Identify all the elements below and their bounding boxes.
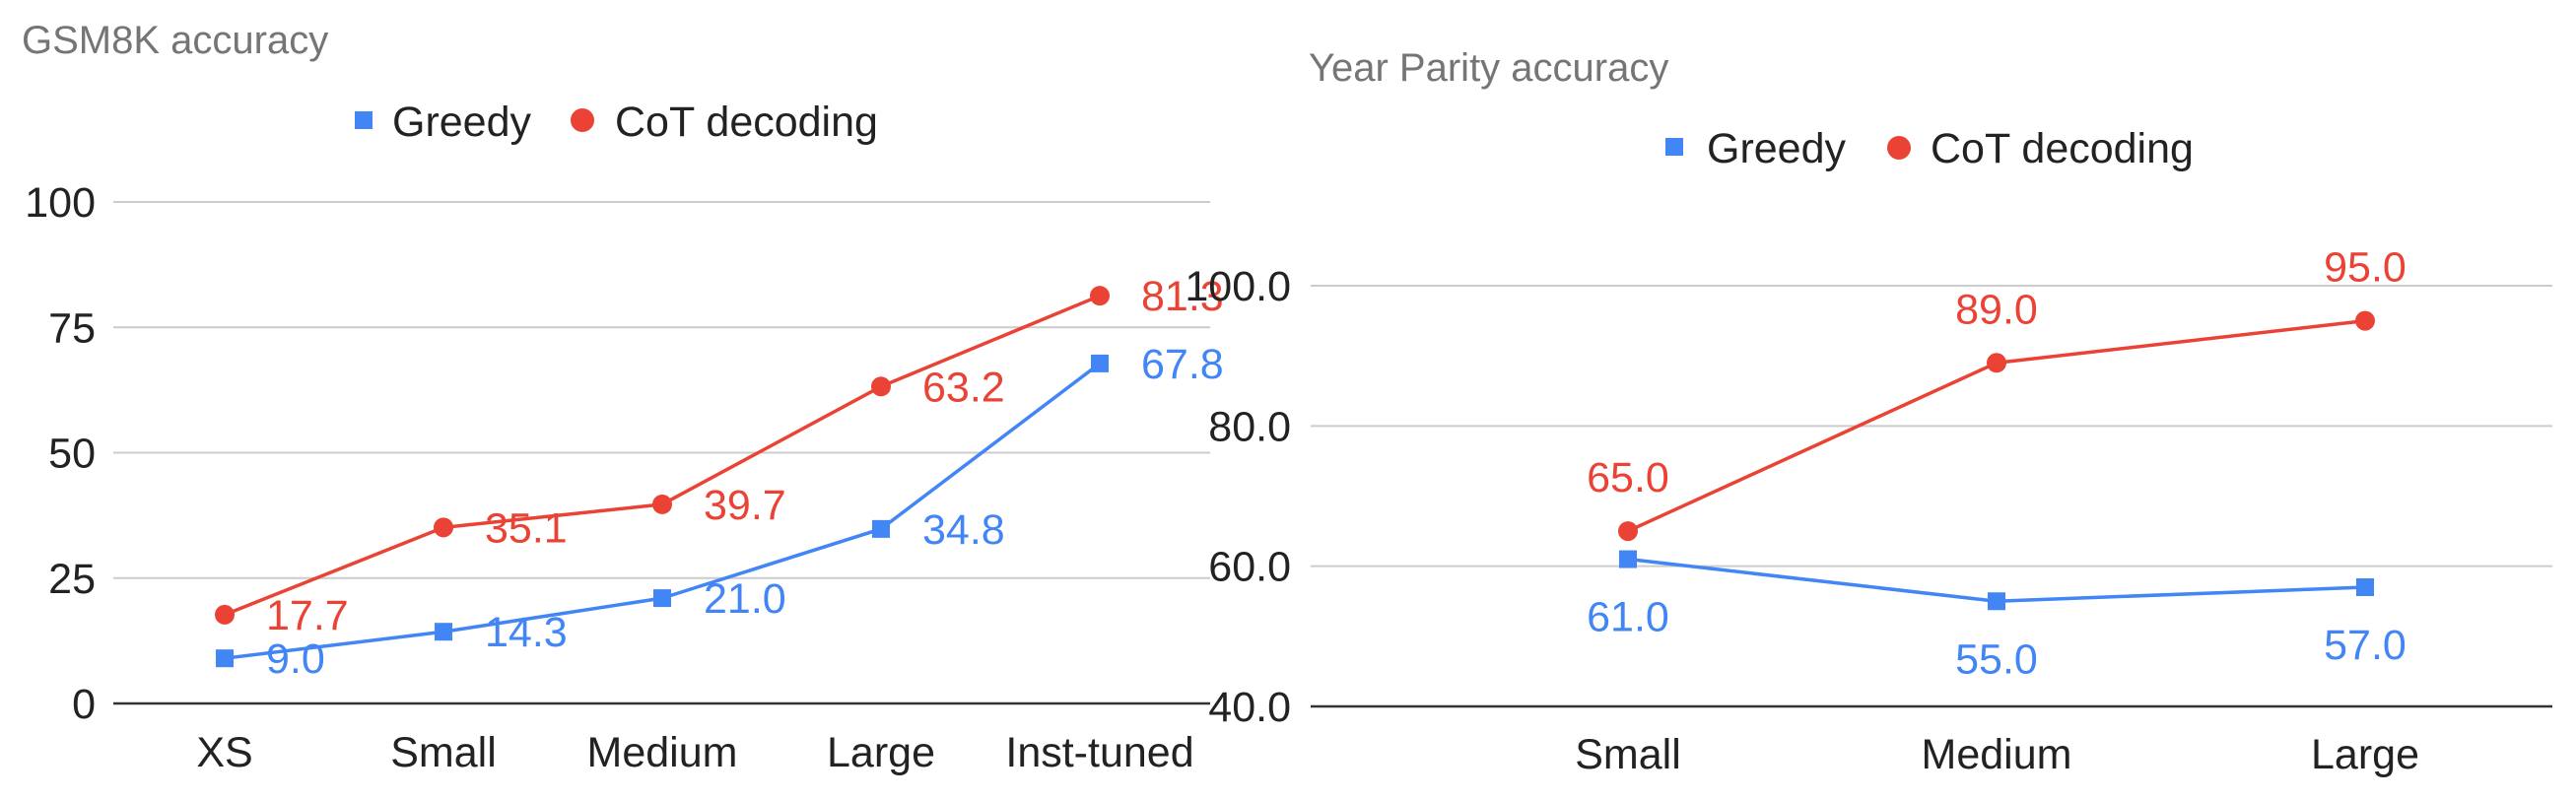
data-label: 57.0 <box>2324 622 2407 669</box>
y-tick-label: 75 <box>48 304 96 352</box>
legend: Greedy CoT decoding <box>355 99 878 146</box>
legend-cot-label: CoT decoding <box>1931 125 2194 172</box>
data-label: 67.8 <box>1141 341 1224 388</box>
data-point-cot <box>1987 353 2006 373</box>
x-tick-label: Small <box>1575 731 1681 778</box>
plot-area: 9.0 14.3 21.0 34.8 67.8 17.7 35.1 39.7 63.2 81.3 <box>215 273 1224 683</box>
y-tick-label: 50 <box>48 431 96 478</box>
data-label: 89.0 <box>1955 286 2038 333</box>
data-point-greedy <box>653 589 671 608</box>
x-tick-label: XS <box>196 729 252 776</box>
data-point-greedy <box>1619 550 1637 568</box>
x-tick-label: Medium <box>587 729 738 776</box>
year-parity-chart: Year Parity accuracy Greedy CoT decoding… <box>1185 46 2552 778</box>
y-tick-label: 0 <box>72 681 96 728</box>
data-point-greedy <box>1091 354 1109 372</box>
legend-cot-marker <box>571 108 594 132</box>
x-tick-label: Large <box>2311 731 2419 778</box>
y-tick-label: 25 <box>48 556 96 603</box>
data-point-cot <box>1618 521 1638 542</box>
data-point-greedy <box>216 649 234 668</box>
data-label: 63.2 <box>922 364 1005 411</box>
x-tick-label: Inst-tuned <box>1005 729 1193 776</box>
legend: Greedy CoT decoding <box>1665 125 2194 172</box>
gridlines <box>1311 285 2552 708</box>
data-label: 14.3 <box>485 609 568 656</box>
y-tick-label: 80.0 <box>1208 403 1291 450</box>
data-label: 61.0 <box>1587 594 1669 641</box>
data-label: 17.7 <box>266 592 349 639</box>
data-label: 95.0 <box>2324 244 2407 292</box>
legend-greedy-marker <box>1665 138 1683 156</box>
y-axis: 0 25 50 75 100 <box>25 179 96 728</box>
data-label: 65.0 <box>1587 454 1669 501</box>
legend-cot-label: CoT decoding <box>615 99 878 146</box>
data-point-cot <box>2355 310 2375 331</box>
plot-area: 61.0 55.0 57.0 65.0 89.0 95.0 <box>1587 244 2407 684</box>
y-tick-label: 60.0 <box>1208 544 1291 591</box>
y-axis: 40.0 60.0 80.0 100.0 <box>1185 263 1291 731</box>
data-label: 35.1 <box>485 504 568 552</box>
series-line-cot <box>224 294 1101 617</box>
legend-greedy-label: Greedy <box>1707 125 1847 172</box>
data-label: 21.0 <box>704 575 786 623</box>
data-point-cot <box>652 494 672 514</box>
data-point-greedy <box>2356 578 2374 597</box>
x-tick-label: Small <box>390 729 497 776</box>
legend-cot-marker <box>1887 136 1911 160</box>
data-label: 55.0 <box>1955 635 2038 683</box>
data-point-greedy <box>872 519 890 538</box>
chart-title: Year Parity accuracy <box>1309 46 1668 90</box>
data-label: 39.7 <box>704 482 786 529</box>
y-tick-label: 100.0 <box>1185 263 1291 310</box>
data-point-greedy <box>435 623 452 641</box>
data-point-cot <box>434 517 453 538</box>
data-point-cot <box>871 376 891 397</box>
x-tick-label: Medium <box>1922 731 2072 778</box>
data-label: 81.3 <box>1141 273 1224 320</box>
y-tick-label: 100 <box>25 179 96 227</box>
legend-greedy-marker <box>355 111 373 129</box>
x-tick-label: Large <box>827 729 935 776</box>
data-point-greedy <box>1988 592 2005 611</box>
chart-title: GSM8K accuracy <box>22 19 328 62</box>
data-point-cot <box>1090 286 1110 306</box>
data-label: 9.0 <box>266 635 325 683</box>
y-tick-label: 40.0 <box>1208 684 1291 731</box>
data-label: 34.8 <box>922 506 1005 554</box>
data-point-cot <box>215 604 235 625</box>
legend-greedy-label: Greedy <box>392 99 532 146</box>
x-axis: XS Small Medium Large Inst-tuned <box>196 729 1193 776</box>
gsm8k-chart: GSM8K accuracy Greedy CoT decoding 0 25 50… <box>22 19 1224 776</box>
x-axis: Small Medium Large <box>1575 731 2419 778</box>
